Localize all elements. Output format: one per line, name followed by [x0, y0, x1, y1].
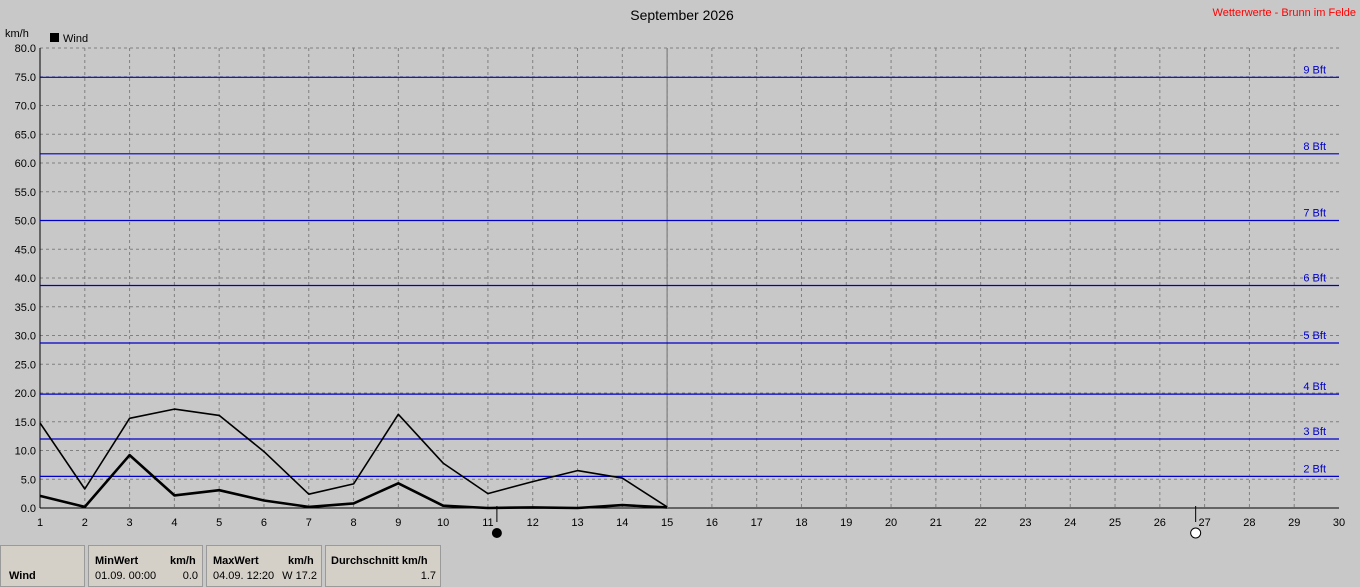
x-tick-label: 6: [261, 517, 267, 529]
x-tick-label: 17: [751, 517, 763, 529]
stats-avg-header: Durchschnitt km/h: [331, 555, 428, 567]
x-tick-label: 22: [975, 517, 987, 529]
wind-max-line: [39, 408, 668, 508]
x-tick-label: 23: [1019, 517, 1031, 529]
y-tick-label: 65.0: [15, 129, 36, 141]
x-tick-label: 2: [82, 517, 88, 529]
y-tick-label: 80.0: [15, 43, 36, 55]
y-tick-label: 30.0: [15, 331, 36, 343]
stats-row-label-cell: Wind: [0, 545, 85, 587]
stats-max-value: W 17.2: [282, 570, 317, 582]
x-tick-label: 10: [437, 517, 449, 529]
stats-avg-value: 1.7: [420, 570, 436, 582]
stats-panel: Wind MinWert km/h 01.09. 00:00 0.0 MaxWe…: [0, 545, 1360, 587]
y-tick-label: 25.0: [15, 359, 36, 371]
y-tick-label: 20.0: [15, 388, 36, 400]
y-tick-label: 70.0: [15, 101, 36, 113]
x-tick-label: 11: [482, 517, 493, 529]
x-tick-label: 24: [1064, 517, 1076, 529]
x-tick-label: 18: [795, 517, 807, 529]
chart-title: September 2026: [630, 7, 734, 23]
x-tick-label: 28: [1243, 517, 1255, 529]
stats-row-label: Wind: [9, 570, 36, 582]
source-label: Wetterwerte - Brunn im Felde: [1213, 7, 1356, 19]
y-tick-label: 45.0: [15, 244, 36, 256]
x-tick-label: 20: [885, 517, 897, 529]
stats-min-unit: km/h: [170, 555, 196, 567]
y-tick-label: 75.0: [15, 72, 36, 84]
x-tick-label: 14: [616, 517, 628, 529]
x-tick-label: 5: [216, 517, 222, 529]
x-tick-label: 19: [840, 517, 852, 529]
stats-max-date: 04.09. 12:20: [213, 570, 275, 582]
x-tick-label: 1: [37, 517, 43, 529]
x-tick-label: 15: [661, 517, 673, 529]
y-tick-label: 35.0: [15, 302, 36, 314]
legend-label: Wind: [63, 33, 88, 45]
x-tick-label: 12: [527, 517, 539, 529]
wind-average-line: [39, 453, 668, 510]
y-tick-label: 60.0: [15, 158, 36, 170]
stats-max-unit: km/h: [288, 555, 314, 567]
y-tick-label: 10.0: [15, 446, 36, 458]
full-moon-icon: [1190, 527, 1202, 539]
y-tick-label: 5.0: [21, 474, 36, 486]
y-tick-label: 50.0: [15, 216, 36, 228]
beaufort-label: 2 Bft: [1303, 463, 1326, 475]
x-tick-label: 13: [571, 517, 583, 529]
stats-min-value: 0.0: [182, 570, 198, 582]
beaufort-label: 6 Bft: [1303, 272, 1326, 284]
beaufort-label: 3 Bft: [1303, 426, 1326, 438]
x-tick-label: 29: [1288, 517, 1300, 529]
x-tick-label: 27: [1198, 517, 1210, 529]
x-tick-label: 26: [1154, 517, 1166, 529]
x-tick-label: 9: [395, 517, 401, 529]
y-tick-label: 40.0: [15, 273, 36, 285]
legend-swatch: [50, 33, 59, 42]
stats-max-cell: MaxWert km/h 04.09. 12:20 W 17.2: [206, 545, 322, 587]
stats-min-date: 01.09. 00:00: [95, 570, 157, 582]
x-tick-label: 30: [1333, 517, 1345, 529]
x-tick-label: 21: [930, 517, 942, 529]
plot-area: 0.0 5.0 10.0 15.0 20.0 25.0 30.0 35.0 40.0 45.0 50…: [15, 43, 1345, 539]
x-tick-label: 4: [171, 517, 177, 529]
beaufort-label: 9 Bft: [1303, 64, 1326, 76]
x-tick-label: 3: [127, 517, 133, 529]
stats-avg-cell: Durchschnitt km/h 1.7: [325, 545, 441, 587]
x-tick-label: 7: [306, 517, 312, 529]
stats-min-header: MinWert: [95, 555, 139, 567]
wind-chart: September 2026 Wetterwerte - Brunn im Fe…: [5, 7, 1356, 539]
x-tick-label: 25: [1109, 517, 1121, 529]
stats-min-cell: MinWert km/h 01.09. 00:00 0.0: [88, 545, 203, 587]
stats-max-header: MaxWert: [213, 555, 259, 567]
x-tick-label: 16: [706, 517, 718, 529]
beaufort-label: 5 Bft: [1303, 330, 1326, 342]
beaufort-label: 4 Bft: [1303, 381, 1326, 393]
beaufort-label: 8 Bft: [1303, 141, 1326, 153]
beaufort-label: 7 Bft: [1303, 208, 1326, 220]
y-tick-label: 55.0: [15, 187, 36, 199]
new-moon-icon: [491, 528, 502, 538]
y-axis-unit: km/h: [5, 28, 29, 40]
x-tick-label: 8: [350, 517, 356, 529]
y-tick-label: 15.0: [15, 417, 36, 429]
y-tick-label: 0.0: [21, 503, 36, 515]
